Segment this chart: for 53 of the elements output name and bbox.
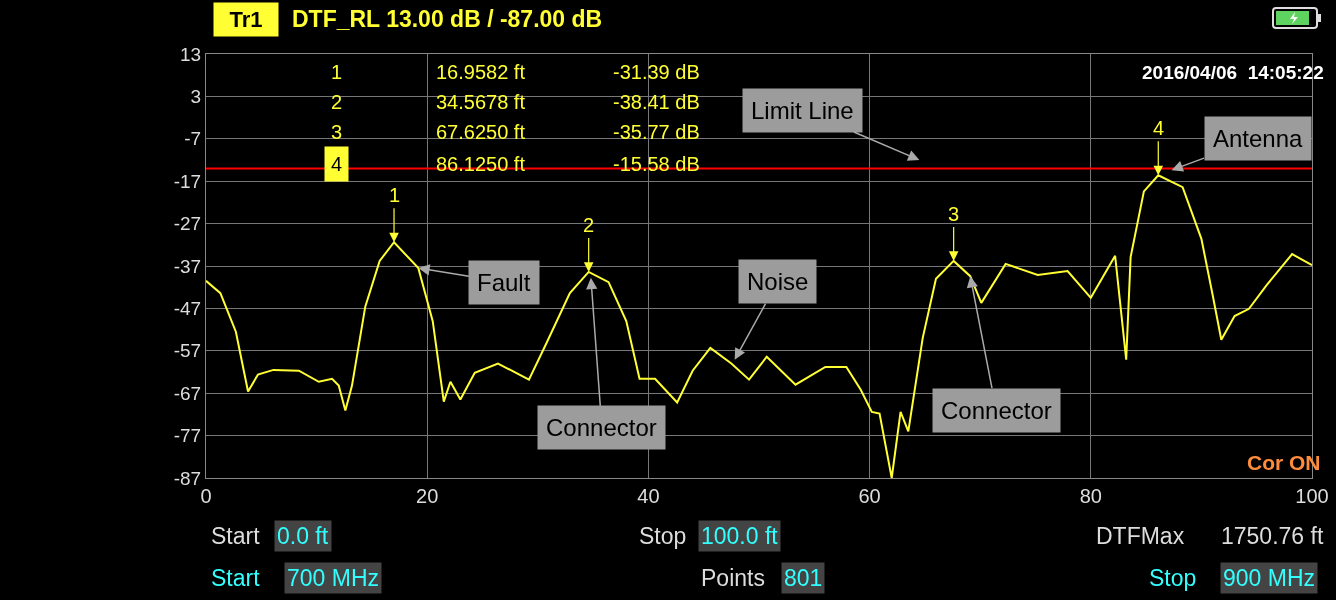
text: Start — [211, 523, 261, 549]
y-tick-label: -17 — [173, 170, 202, 192]
annotation: -31.39 dB — [613, 61, 700, 83]
annotation: 2016/04/06 14:05:22 — [1142, 62, 1324, 83]
y-tick-label: -57 — [173, 340, 202, 362]
y-tick-label: -77 — [173, 425, 202, 447]
annotation: 16.9582 ft — [436, 61, 526, 83]
annotation: Noise — [747, 268, 809, 295]
text: 1750.76 ft — [1221, 523, 1324, 549]
x-tick-label: 100 — [1295, 485, 1329, 507]
annotation: 34.5678 ft — [436, 91, 526, 113]
y-tick-label: -37 — [173, 255, 202, 277]
x-tick-label: 40 — [637, 485, 660, 507]
x-tick-label: 60 — [858, 485, 881, 507]
annotation: 3 — [948, 203, 960, 225]
y-tick-label: -7 — [184, 128, 202, 150]
chart-subtitle: Tr1 — [229, 7, 263, 32]
text: 0.0 ft — [277, 523, 329, 549]
annotation: 4 — [1153, 117, 1165, 139]
text: Start — [211, 565, 261, 591]
annotation: -35.77 dB — [613, 121, 700, 143]
annotation: 1 — [389, 184, 401, 206]
y-tick-label: 13 — [180, 43, 202, 65]
annotation: 2 — [583, 214, 595, 236]
text: 801 — [784, 565, 823, 591]
text: Stop — [1149, 565, 1197, 591]
text: Stop — [639, 523, 687, 549]
annotation: 4 — [331, 153, 343, 175]
x-tick-label: 20 — [416, 485, 439, 507]
annotation: Cor ON — [1247, 451, 1321, 474]
annotation: 3 — [331, 121, 343, 143]
y-tick-label: 3 — [190, 86, 202, 108]
y-tick-label: -47 — [173, 298, 202, 320]
annotation: 67.6250 ft — [436, 121, 526, 143]
y-tick-label: -27 — [173, 213, 202, 235]
text: 100.0 ft — [701, 523, 779, 549]
y-tick-label: -87 — [173, 467, 202, 489]
text: 700 MHz — [287, 565, 380, 591]
annotation: -38.41 dB — [613, 91, 700, 113]
ref-line-label: Limit Line — [751, 97, 854, 124]
text: Points — [701, 565, 765, 591]
text: DTFMax — [1096, 523, 1185, 549]
annotation: 1 — [331, 61, 343, 83]
x-tick-label: 0 — [200, 485, 212, 507]
text: 900 MHz — [1223, 565, 1316, 591]
annotation: Connector — [941, 397, 1052, 424]
y-tick-label: -67 — [173, 382, 202, 404]
chart-title: DTF_RL 13.00 dB / -87.00 dB — [292, 6, 603, 33]
annotation: 2 — [331, 91, 343, 113]
annotation: Antenna — [1213, 125, 1304, 152]
x-tick-label: 80 — [1079, 485, 1102, 507]
annotation: Fault — [477, 269, 531, 296]
annotation: Connector — [546, 414, 657, 441]
